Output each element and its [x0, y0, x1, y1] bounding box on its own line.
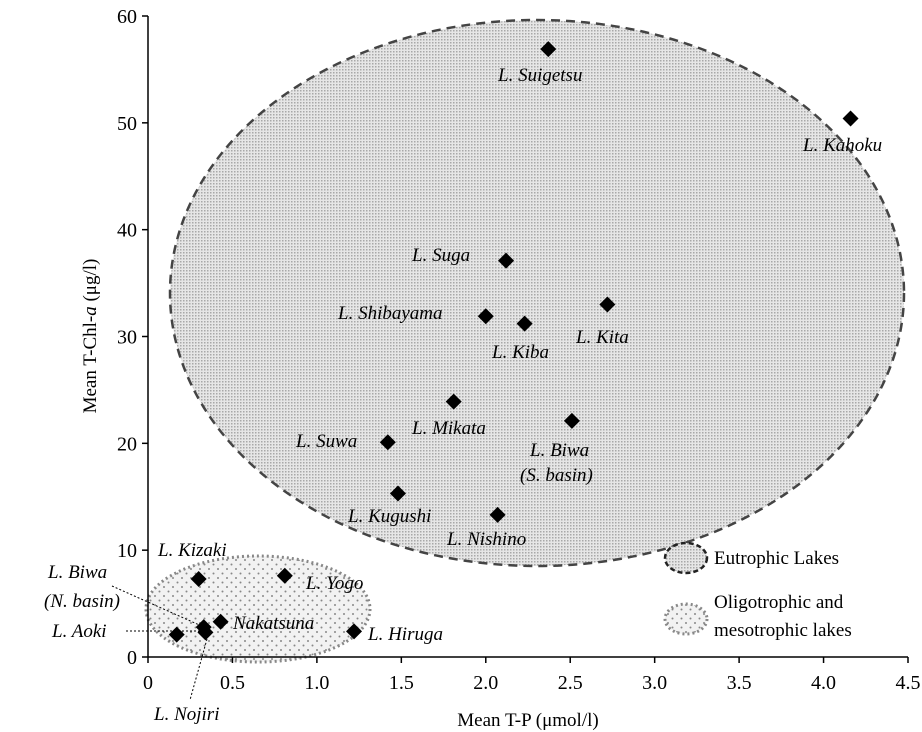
label-biwa-s-line1: L. Biwa [529, 440, 589, 461]
x-tick-label: 3.5 [727, 672, 752, 694]
label-kita: L. Kita [575, 327, 629, 348]
data-point-nakatsuna [212, 613, 229, 630]
x-tick-label: 4.0 [811, 672, 836, 694]
y-tick-label: 30 [117, 327, 137, 349]
label-biwa-n-line2: (N. basin) [44, 591, 120, 612]
label-aoki: L. Aoki [51, 621, 107, 642]
data-point-l-kahoku [842, 110, 859, 127]
y-tick-label: 50 [117, 113, 137, 135]
legend-label-oligotrophic-line1: Oligotrophic and [714, 592, 844, 613]
data-point-l-suga [498, 252, 515, 269]
data-point-l-biwa-s-basin [563, 412, 580, 429]
data-point-l-mikata [445, 393, 462, 410]
data-point-l-nishino [489, 506, 506, 523]
data-point-l-suigetsu [540, 41, 557, 58]
label-mikata: L. Mikata [411, 418, 486, 439]
legend: Eutrophic Lakes Oligotrophic and mesotro… [663, 541, 852, 641]
x-tick-label: 1.5 [389, 672, 414, 694]
label-nakatsuna: Nakatsuna [232, 613, 314, 634]
y-tick-label: 20 [117, 433, 137, 455]
data-points [168, 41, 859, 643]
y-tick-label: 10 [117, 540, 137, 562]
x-tick-label: 3.0 [642, 672, 667, 694]
label-kahoku: L. Kahoku [802, 135, 882, 156]
label-nishino: L. Nishino [446, 529, 526, 550]
x-tick-label: 4.5 [896, 672, 921, 694]
data-point-l-kiba [516, 315, 533, 332]
oligotrophic-region [144, 554, 372, 664]
label-kiba: L. Kiba [491, 342, 549, 363]
x-tick-label: 0 [143, 672, 153, 694]
label-suwa: L. Suwa [295, 431, 357, 452]
data-point-l-aoki [168, 626, 185, 643]
legend-swatch-oligotrophic [663, 602, 709, 636]
label-kugushi: L. Kugushi [347, 506, 431, 527]
label-kizaki: L. Kizaki [157, 540, 227, 561]
eutrophic-region [168, 18, 906, 568]
x-axis-title: Mean T-P (μmol/l) [457, 710, 598, 731]
y-axis-ticks: 0 10 20 30 40 50 60 [117, 6, 148, 669]
label-shibayama: L. Shibayama [337, 303, 443, 324]
label-biwa-s-line2: (S. basin) [520, 465, 593, 486]
label-yogo: L. Yogo [305, 573, 363, 594]
y-axis-title: Mean T-Chl-a (μg/l) [80, 259, 101, 414]
label-nojiri: L. Nojiri [153, 704, 219, 725]
data-point-l-kizaki [190, 571, 207, 588]
leader-line-nojiri [189, 638, 208, 701]
point-labels: L. Suigetsu L. Kahoku L. Suga L. Kita L.… [44, 65, 882, 725]
x-tick-label: 2.5 [558, 672, 583, 694]
legend-label-eutrophic: Eutrophic Lakes [714, 548, 839, 569]
data-point-l-kita [599, 296, 616, 313]
data-point-l-kugushi [389, 485, 406, 502]
x-tick-label: 2.0 [473, 672, 498, 694]
legend-swatch-eutrophic [663, 541, 709, 575]
y-tick-label: 40 [117, 220, 137, 242]
label-suigetsu: L. Suigetsu [497, 65, 582, 86]
x-axis-ticks: 0 0.5 1.0 1.5 2.0 2.5 3.0 3.5 4.0 4.5 [143, 657, 921, 694]
leader-line-biwa-n [111, 585, 207, 629]
data-point-l-hiruga [346, 623, 363, 640]
y-tick-label: 60 [117, 6, 137, 28]
legend-label-oligotrophic-line2: mesotrophic lakes [714, 620, 852, 641]
label-suga: L. Suga [411, 245, 470, 266]
data-point-l-shibayama [477, 308, 494, 325]
y-tick-label: 0 [127, 647, 137, 669]
label-biwa-n-line1: L. Biwa [47, 562, 107, 583]
data-point-l-nojiri [197, 624, 214, 641]
label-hiruga: L. Hiruga [367, 624, 443, 645]
data-point-l-yogo [276, 567, 293, 584]
x-tick-label: 0.5 [220, 672, 245, 694]
x-tick-label: 1.0 [304, 672, 329, 694]
data-point-l-suwa [379, 434, 396, 451]
